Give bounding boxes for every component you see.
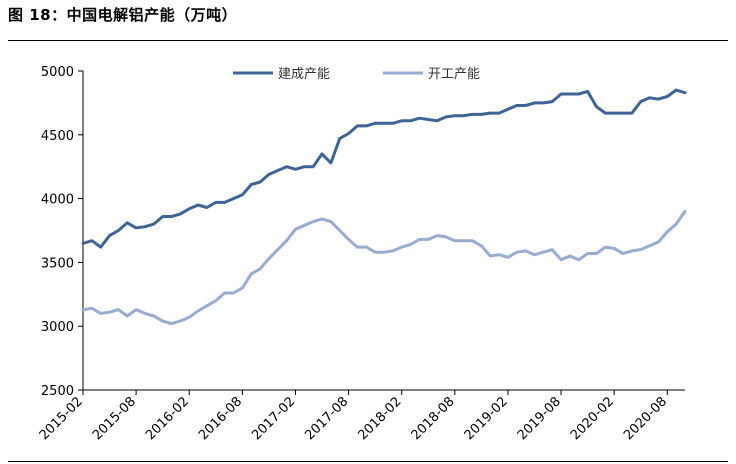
x-tick-label: 2015-02	[37, 394, 86, 443]
x-tick-label: 2020-08	[621, 394, 670, 443]
legend-label-1: 建成产能	[278, 67, 330, 82]
x-tick-label: 2018-02	[356, 394, 405, 443]
legend-label-2: 开工产能	[428, 67, 480, 82]
y-tick-label: 4000	[41, 193, 74, 208]
title-divider	[8, 40, 728, 41]
x-tick-label: 2017-08	[302, 394, 351, 443]
plot-lines	[81, 88, 687, 326]
series-line-2	[81, 209, 687, 326]
x-tick-label: 2019-08	[515, 394, 564, 443]
y-tick-label: 5000	[41, 65, 74, 80]
x-tick-label: 2016-02	[143, 394, 192, 443]
series-line-1	[81, 88, 687, 249]
x-tick-label: 2019-02	[462, 394, 511, 443]
bottom-divider	[8, 461, 728, 462]
x-tick-label: 2020-02	[568, 394, 617, 443]
y-axis: 2500 3000 3500 4000 4500 5000	[41, 65, 84, 399]
y-tick-label: 3000	[41, 320, 74, 335]
y-tick-label: 4500	[41, 129, 74, 144]
legend: 建成产能 开工产能	[233, 67, 480, 82]
y-tick-label: 2500	[41, 384, 74, 399]
x-tick-label: 2016-08	[196, 394, 245, 443]
x-tick-label: 2017-02	[249, 394, 298, 443]
figure-title: 图 18：中国电解铝产能（万吨）	[8, 6, 238, 24]
y-tick-label: 3500	[41, 256, 74, 271]
x-axis: 2015-02 2015-08 2016-02 2016-08 2017-02 2017-…	[37, 389, 685, 443]
x-tick-label: 2015-08	[90, 394, 139, 443]
x-tick-label: 2018-08	[409, 394, 458, 443]
